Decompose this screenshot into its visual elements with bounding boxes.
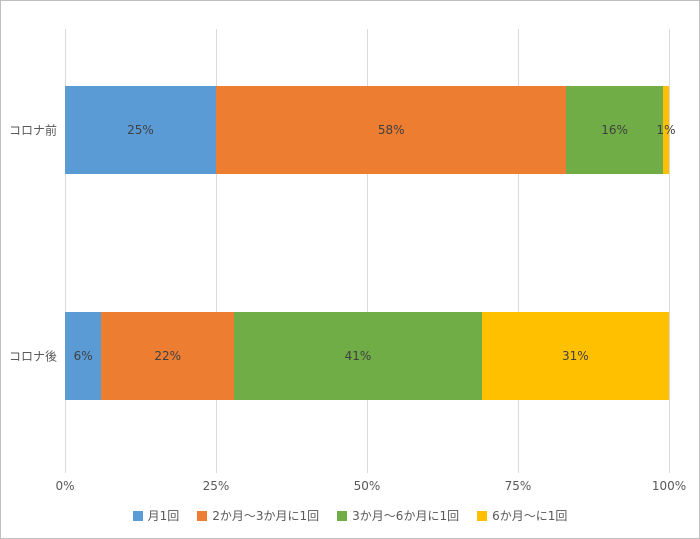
bar-segment[interactable]: 1% (656, 86, 675, 174)
data-label: 1% (656, 123, 676, 137)
data-label: 58% (377, 123, 405, 137)
legend-item[interactable]: 2か月〜3か月に1回 (197, 507, 319, 524)
legend-item[interactable]: 6か月〜に1回 (477, 507, 567, 524)
data-label: 41% (344, 349, 372, 363)
legend-label: 2か月〜3か月に1回 (212, 509, 320, 523)
bar-segment[interactable]: 22% (101, 312, 235, 400)
bar-row: 6% 22% 41% 31% (65, 312, 669, 400)
plot-area: 25% 58% 16% 1% 6% 22% 41% 31% (65, 29, 675, 473)
legend-item[interactable]: 月1回 (132, 507, 180, 524)
x-tick-label: 100% (651, 479, 687, 493)
data-label: 6% (73, 349, 93, 363)
legend: 月1回 2か月〜3か月に1回 3か月〜6か月に1回 6か月〜に1回 (1, 507, 699, 524)
x-tick-label: 75% (504, 479, 532, 493)
gridline (367, 29, 368, 473)
x-tick-label: 0% (55, 479, 75, 493)
bar-segment[interactable]: 25% (65, 86, 216, 174)
bar-segment[interactable]: 16% (566, 86, 663, 174)
data-label: 25% (127, 123, 154, 137)
data-label: 31% (562, 349, 589, 363)
bar-segment[interactable]: 58% (216, 86, 567, 174)
legend-label: 月1回 (147, 509, 180, 523)
legend-swatch-icon (132, 510, 143, 521)
x-tick-label: 50% (353, 479, 381, 493)
gridline (65, 29, 66, 473)
legend-item[interactable]: 3か月〜6か月に1回 (337, 507, 459, 524)
legend-swatch-icon (197, 510, 208, 521)
legend-label: 3か月〜6か月に1回 (352, 509, 460, 523)
data-label: 22% (154, 349, 182, 363)
legend-label: 6か月〜に1回 (492, 509, 568, 523)
category-label: コロナ前 (8, 123, 57, 138)
legend-swatch-icon (477, 510, 488, 521)
category-label: コロナ後 (8, 349, 57, 364)
bar-segment[interactable]: 31% (481, 312, 669, 400)
gridline (216, 29, 217, 473)
bar-row: 25% 58% 16% 1% (65, 86, 675, 174)
gridline (518, 29, 519, 473)
gridline (669, 29, 670, 473)
bar-segment[interactable]: 41% (234, 312, 482, 400)
data-label: 16% (601, 123, 628, 137)
bar-segment[interactable]: 6% (65, 312, 102, 400)
legend-swatch-icon (337, 510, 348, 521)
x-tick-label: 25% (202, 479, 230, 493)
